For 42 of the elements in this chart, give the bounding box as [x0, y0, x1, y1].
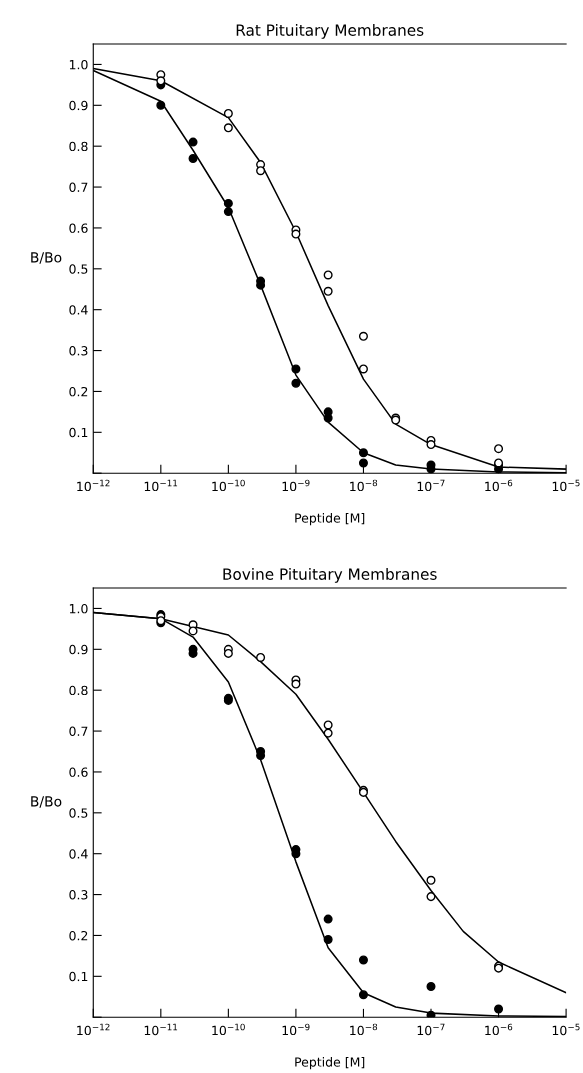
y-tick-label: 1.0 — [69, 603, 88, 614]
y-tick-label: 0.9 — [69, 644, 88, 655]
x-tick-label: 10$^{−11}$ — [144, 1023, 178, 1036]
y-tick-label: 0.7 — [69, 182, 88, 192]
x-tick-label: 10$^{−5}$ — [552, 479, 580, 492]
y-tick-label: 0.2 — [69, 930, 88, 941]
y-tick-label: 0.2 — [69, 386, 88, 397]
y-tick-label: 0.3 — [69, 890, 88, 900]
x-tick-label: 10$^{−12}$ — [77, 479, 110, 492]
y-tick-label: 0.7 — [69, 726, 88, 736]
y-tick-label: 0.8 — [69, 685, 88, 696]
x-tick-label: 10$^{−9}$ — [282, 1023, 310, 1036]
x-tick-label: 10$^{−6}$ — [485, 479, 513, 492]
y-tick-label: 1.0 — [69, 59, 88, 70]
x-tick-label: 10$^{−10}$ — [212, 479, 245, 492]
x-tick-label: 10$^{−8}$ — [350, 1023, 378, 1036]
x-tick-label: 10$^{−9}$ — [282, 479, 310, 492]
y-tick-label: 0.3 — [69, 346, 88, 356]
x-tick-label: 10$^{−12}$ — [77, 1023, 110, 1036]
x-tick-label: 10$^{−8}$ — [350, 479, 378, 492]
y-axis-title: B/Bo — [31, 796, 62, 808]
x-tick-label: 10$^{−7}$ — [417, 1023, 445, 1036]
y-tick-label: 0.4 — [69, 849, 88, 859]
x-axis-title: Peptide [M] — [295, 513, 365, 526]
y-tick-label: 0.5 — [69, 264, 88, 274]
x-tick-label: 10$^{−5}$ — [552, 1023, 580, 1036]
y-tick-label: 0.9 — [69, 100, 88, 111]
x-tick-label: 10$^{−10}$ — [212, 1023, 245, 1036]
y-axis-title: B/Bo — [31, 252, 62, 264]
x-tick-label: 10$^{−11}$ — [144, 479, 178, 492]
chart-title: Rat Pituitary Membranes — [236, 24, 424, 39]
y-tick-label: 0.5 — [69, 808, 88, 818]
chart-title: Bovine Pituitary Membranes — [223, 568, 437, 583]
y-tick-label: 0.1 — [69, 971, 88, 982]
y-tick-label: 0.8 — [69, 141, 88, 152]
y-tick-label: 0.6 — [69, 223, 88, 233]
y-tick-label: 0.1 — [69, 427, 88, 438]
x-axis-title: Peptide [M] — [295, 1057, 365, 1070]
x-tick-label: 10$^{−7}$ — [417, 479, 445, 492]
y-tick-label: 0.4 — [69, 305, 88, 315]
x-tick-label: 10$^{−6}$ — [485, 1023, 513, 1036]
y-tick-label: 0.6 — [69, 767, 88, 777]
